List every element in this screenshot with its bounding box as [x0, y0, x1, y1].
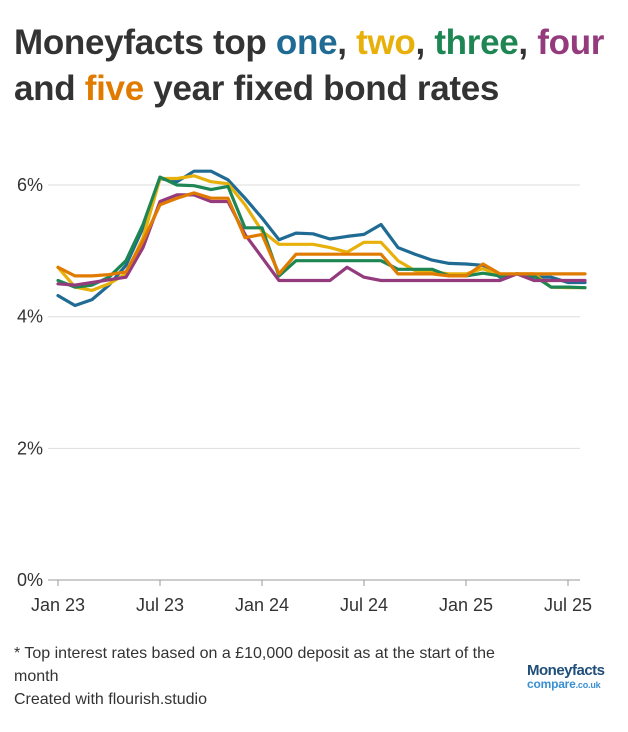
x-tick-label: Jan 23: [31, 595, 85, 615]
logo-compare: compare: [527, 677, 576, 691]
series-line-five: [56, 191, 587, 278]
logo-domain: .co.uk: [575, 680, 601, 690]
series-line-three: [56, 175, 587, 290]
x-tick-label: Jul 25: [544, 595, 592, 615]
title-sep-1: ,: [337, 23, 357, 62]
footnote-credit: Created with flourish.studio: [14, 691, 207, 708]
title-word-four: four: [537, 23, 605, 62]
series-lines: [56, 169, 587, 308]
title-sep-3: ,: [518, 23, 538, 62]
x-tick-label: Jul 23: [136, 595, 184, 615]
chart-title: Moneyfacts top one, two, three, four and …: [14, 20, 614, 112]
title-word-one: one: [275, 23, 338, 62]
x-tick-label: Jan 24: [235, 595, 289, 615]
footnote: * Top interest rates based on a £10,000 …: [14, 642, 514, 711]
title-suffix: year fixed bond rates: [143, 69, 500, 108]
footnote-note: * Top interest rates based on a £10,000 …: [14, 645, 495, 685]
y-tick-label: 2%: [17, 438, 43, 458]
x-axis: Jan 23 Jul 23 Jan 24 Jul 24 Jan 25 Jul 25: [31, 580, 592, 615]
title-sep-2: ,: [415, 23, 435, 62]
x-tick-label: Jan 25: [439, 595, 493, 615]
title-word-two: two: [356, 23, 416, 62]
line-chart: 0%2%4%6% Jan 23 Jul 23 Jan 24 Jul 24 Jan 25 J…: [17, 169, 592, 615]
y-tick-label: 4%: [17, 307, 43, 327]
x-tick-label: Jul 24: [340, 595, 388, 615]
logo-word-top: Moneyfacts: [527, 662, 605, 679]
moneyfacts-logo: Moneyfacts compare.co.uk: [527, 663, 617, 691]
title-word-five: five: [84, 69, 144, 108]
logo-word-bottom: compare.co.uk: [527, 678, 617, 691]
y-tick-label: 6%: [17, 175, 43, 195]
grid-lines: [48, 184, 580, 581]
title-prefix: Moneyfacts top: [14, 23, 276, 62]
series-line-four: [56, 193, 587, 287]
title-line2-start: and: [14, 69, 85, 108]
y-axis: 0% 2% 4% 6%: [17, 175, 43, 590]
title-word-three: three: [434, 23, 519, 62]
y-tick-label: 0%: [17, 570, 43, 590]
